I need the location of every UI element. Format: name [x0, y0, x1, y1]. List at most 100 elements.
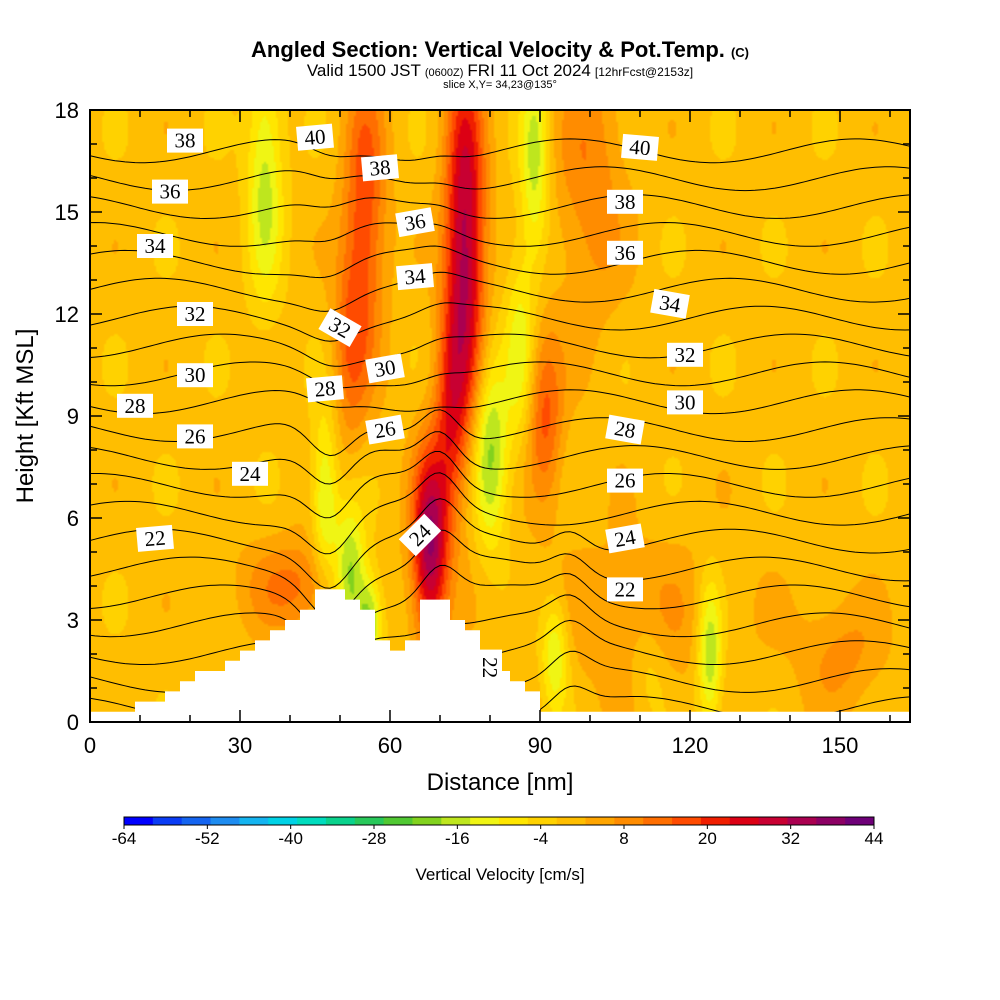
contour-label-text: 30	[675, 390, 696, 414]
colorbar-swatch	[527, 817, 558, 825]
x-axis-tick-labels: 0 30 60 90 120 150	[84, 733, 858, 758]
y-tick-label: 6	[67, 506, 79, 531]
contour-label: 26	[365, 414, 405, 445]
colorbar-label: Vertical Velocity [cm/s]	[415, 865, 584, 884]
colorbar-tick-label: -4	[533, 829, 548, 848]
theta-contour-line	[90, 451, 910, 519]
colorbar-swatch	[499, 817, 529, 825]
theta-contour-line	[90, 409, 910, 457]
terrain	[90, 589, 910, 722]
contour-label-text: 36	[403, 209, 428, 236]
x-tick-label: 0	[84, 733, 96, 758]
colorbar-swatch	[124, 817, 154, 825]
theta-contour-line	[90, 529, 910, 619]
colorbar-tick-label: -16	[445, 829, 470, 848]
contour-label-text: 32	[675, 343, 696, 367]
contour-label: 22	[607, 577, 643, 602]
potential-temperature-contours	[90, 138, 910, 722]
contour-label: 22	[478, 649, 502, 686]
contour-label-text: 36	[160, 180, 181, 204]
contour-label: 32	[177, 302, 213, 326]
contour-label: 28	[306, 375, 344, 403]
slice-label: slice X,Y= 34,23@135°	[443, 79, 557, 91]
vertical-velocity-field	[90, 110, 910, 722]
contour-label: 36	[152, 179, 188, 204]
contour-label: 34	[650, 288, 690, 319]
chart-title: Angled Section: Vertical Velocity & Pot.…	[251, 37, 749, 62]
theta-contour-line	[90, 302, 910, 342]
theta-contour-line	[90, 389, 910, 415]
contour-label: 22	[136, 524, 174, 552]
y-tick-label: 3	[67, 608, 79, 633]
colorbar-swatch	[470, 817, 500, 825]
contour-label-text: 28	[613, 416, 638, 443]
contour-label-text: 26	[373, 416, 398, 443]
colorbar-tick-label: 8	[619, 829, 628, 848]
colorbar-swatch	[845, 817, 875, 825]
colorbar-swatch	[585, 817, 615, 825]
colorbar-swatch	[239, 817, 269, 825]
contour-label-text: 40	[303, 124, 326, 150]
contour-labels: 38 36 34 32 30 28 26 24 22 40 38 36 34 32 30 28 26 24 40 38…	[117, 123, 703, 686]
theta-contour-line	[90, 333, 910, 367]
theta-contour-line	[90, 194, 910, 220]
colorbar-swatch	[556, 817, 587, 825]
colorbar-tick-label: 20	[698, 829, 717, 848]
contour-label-text: 32	[185, 302, 206, 326]
y-tick-label: 0	[67, 710, 79, 735]
colorbar-swatch	[672, 817, 702, 825]
contour-label: 30	[365, 353, 405, 384]
colorbar-swatch	[700, 817, 731, 825]
y-axis-tick-labels: 0 3 6 9 12 15 18	[55, 98, 79, 735]
colorbar-swatch	[297, 817, 327, 825]
colorbar-swatch	[787, 817, 817, 825]
colorbar-swatch	[614, 817, 644, 825]
colorbar-swatch	[210, 817, 240, 825]
chart-subtitle: Valid 1500 JST (0600Z) FRI 11 Oct 2024 [12h…	[307, 61, 693, 80]
theta-contour-line	[90, 472, 910, 555]
contour-label: 32	[667, 342, 703, 367]
colorbar-swatch	[412, 817, 442, 825]
contour-label-text: 38	[175, 129, 196, 153]
x-axis-label: Distance [nm]	[427, 769, 574, 796]
contour-label: 38	[167, 128, 203, 153]
colorbar-swatch	[758, 817, 788, 825]
theta-contour-line	[90, 166, 910, 192]
contour-label-text: 34	[403, 264, 427, 290]
theta-contour-line	[90, 361, 910, 389]
contour-label: 34	[137, 234, 173, 258]
contour-label: 28	[605, 414, 645, 445]
y-axis-label: Height [Kft MSL]	[12, 329, 39, 504]
theta-contour-line	[90, 498, 910, 589]
contour-label-text: 30	[373, 355, 398, 382]
contour-label-text: 38	[615, 190, 636, 214]
axis-ticks	[90, 110, 910, 722]
colorbar-swatch	[441, 817, 471, 825]
contour-label: 36	[395, 207, 435, 238]
theta-contour-line	[90, 594, 910, 665]
contour-label-text: 22	[615, 577, 636, 601]
colorbar-swatch	[354, 817, 385, 825]
contour-label: 32	[318, 308, 362, 347]
contour-label: 24	[605, 523, 645, 554]
colorbar-swatch	[729, 817, 760, 825]
contour-label-text: 24	[613, 525, 638, 552]
x-tick-label: 150	[822, 733, 859, 758]
y-tick-label: 18	[55, 98, 79, 123]
colorbar-swatch	[268, 817, 298, 825]
x-tick-label: 120	[672, 733, 709, 758]
colorbar: -64 -52 -40 -28 -16 -4 8 20 32 44 Vertical Veloci…	[112, 816, 884, 884]
colorbar-swatch	[181, 817, 212, 825]
contour-label: 28	[117, 393, 153, 418]
colorbar-tick-label: 44	[865, 829, 884, 848]
theta-contour-line	[90, 564, 910, 644]
contour-label-text: 22	[478, 657, 502, 678]
y-tick-label: 9	[67, 404, 79, 429]
contour-label: 38	[361, 154, 399, 182]
contour-label-text: 26	[615, 469, 636, 493]
contour-label: 34	[396, 263, 434, 291]
contour-label: 36	[607, 240, 643, 265]
x-tick-label: 30	[228, 733, 252, 758]
colorbar-swatch	[383, 817, 413, 825]
